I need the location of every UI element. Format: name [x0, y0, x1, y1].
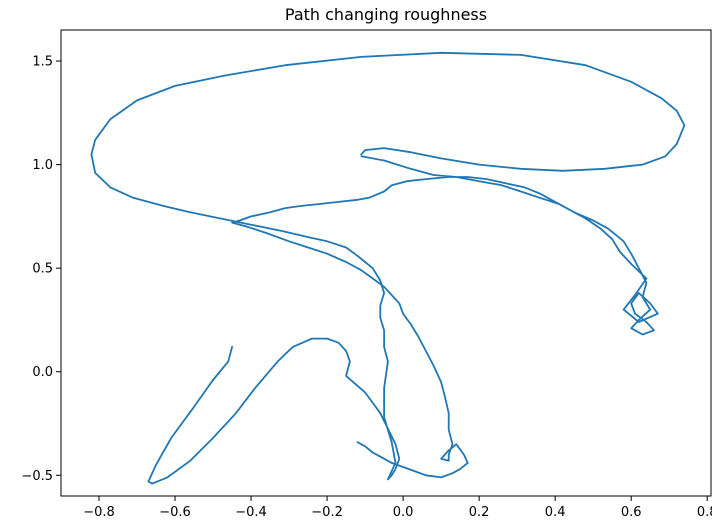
- x-tick-label: 0.4: [545, 505, 566, 520]
- plot-area: [61, 30, 711, 496]
- series-layer: [90, 51, 686, 485]
- y-tick-label: 0.0: [32, 365, 53, 380]
- x-tick-label: −0.2: [311, 505, 343, 520]
- chart-title: Path changing roughness: [285, 5, 487, 24]
- y-tick-label: 1.5: [32, 55, 53, 70]
- ticks-layer: −0.8 −0.6 −0.4 −0.2 0.0 0.2 0.4 0.6 0.8 −0.5 0.0 0.…: [21, 55, 712, 520]
- x-tick-label: 0.8: [697, 505, 712, 520]
- series-line-1: [90, 51, 686, 485]
- x-tick-label: −0.8: [83, 505, 115, 520]
- y-tick-label: 1.0: [32, 158, 53, 173]
- x-tick-label: −0.6: [159, 505, 191, 520]
- x-tick-label: 0.6: [621, 505, 642, 520]
- y-tick-label: −0.5: [21, 469, 53, 484]
- y-tick-label: 0.5: [32, 262, 53, 277]
- x-tick-label: 0.0: [393, 505, 414, 520]
- series-line-2: [231, 155, 659, 479]
- x-tick-label: −0.4: [235, 505, 267, 520]
- x-tick-label: 0.2: [469, 505, 490, 520]
- plot-frame: [60, 29, 712, 497]
